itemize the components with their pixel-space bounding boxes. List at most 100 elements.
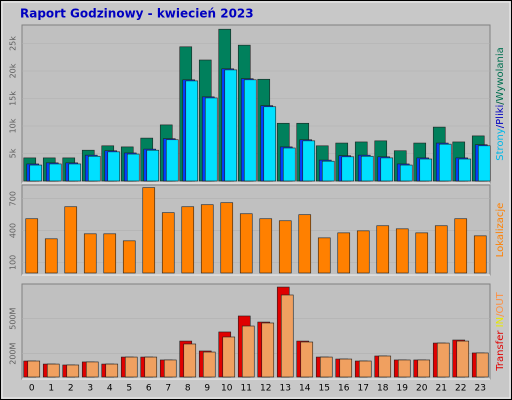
bar <box>27 360 41 378</box>
y-tick-label: 400 <box>9 223 18 238</box>
x-tick-label: 0 <box>29 384 35 394</box>
bar <box>395 228 409 274</box>
x-tick-label: 5 <box>126 384 132 394</box>
bar <box>239 213 253 274</box>
bar <box>144 356 158 378</box>
bar <box>105 363 119 378</box>
bar <box>397 359 411 378</box>
bar <box>319 356 333 378</box>
x-tick-label: 11 <box>241 384 252 394</box>
bar <box>436 342 450 378</box>
bar <box>438 143 452 182</box>
bar <box>68 163 82 182</box>
x-tick-label: 16 <box>338 384 350 394</box>
y-tick-label: 10k <box>9 118 18 133</box>
y-tick-label: 5k <box>9 148 18 158</box>
bar <box>161 212 175 274</box>
bar <box>200 204 214 274</box>
bar <box>103 233 117 274</box>
bar <box>48 163 62 182</box>
axis-legend: Lokalizacje <box>495 203 506 258</box>
bar <box>280 294 294 378</box>
x-tick-label: 22 <box>455 384 466 394</box>
plot-area <box>21 184 491 276</box>
x-tick-label: 6 <box>146 384 152 394</box>
bar <box>126 153 140 182</box>
bar <box>107 151 121 182</box>
legend-entry: Strony <box>495 128 506 161</box>
bar <box>85 361 99 378</box>
axis-legend: Transfer IN/OUT <box>495 291 506 371</box>
bar <box>25 218 39 274</box>
bar <box>183 343 197 378</box>
x-tick-label: 8 <box>185 384 191 394</box>
bar <box>475 352 489 378</box>
bar <box>317 237 331 274</box>
bar <box>321 160 335 182</box>
bar <box>83 233 97 274</box>
bar <box>204 97 218 182</box>
bar <box>473 235 487 274</box>
legend-entry: Wywolania <box>495 47 506 101</box>
x-tick-label: 23 <box>475 384 486 394</box>
legend-entry: / <box>495 101 506 105</box>
bar <box>185 80 199 182</box>
y-tick-label: 100 <box>9 255 18 270</box>
legend-entry: IN <box>495 317 506 327</box>
bar <box>44 238 58 274</box>
bar <box>163 359 177 378</box>
legend-entry: Lokalizacje <box>495 203 506 258</box>
bar <box>300 341 314 378</box>
x-tick-label: 4 <box>107 384 113 394</box>
bar <box>456 340 470 378</box>
bar <box>46 363 60 378</box>
chart-title: Raport Godzinowy - kwiecień 2023 <box>20 7 254 21</box>
bar <box>415 232 429 274</box>
x-tick-label: 19 <box>397 384 409 394</box>
bar <box>378 355 392 378</box>
legend-entry: / <box>495 124 506 128</box>
bar <box>181 206 195 274</box>
x-tick-label: 2 <box>68 384 74 394</box>
bar <box>298 214 312 274</box>
x-tick-label: 1 <box>48 384 54 394</box>
bar <box>66 364 80 378</box>
bar <box>146 149 160 182</box>
x-tick-label: 10 <box>221 384 233 394</box>
plot-area <box>21 283 491 380</box>
x-tick-label: 12 <box>260 384 271 394</box>
bar <box>380 157 394 182</box>
x-tick-label: 15 <box>319 384 330 394</box>
bar <box>243 79 257 182</box>
legend-entry: /OUT <box>495 291 506 317</box>
y-tick-label: 25k <box>9 36 18 51</box>
bar <box>122 240 136 274</box>
x-tick-label: 13 <box>280 384 291 394</box>
bar <box>458 158 472 182</box>
bar <box>220 202 234 274</box>
bar <box>419 158 433 182</box>
bar <box>360 155 374 182</box>
bar <box>376 225 390 274</box>
bar <box>222 336 236 378</box>
bar <box>261 322 275 378</box>
x-tick-label: 14 <box>299 384 311 394</box>
x-tick-label: 18 <box>377 384 389 394</box>
bar <box>241 325 255 378</box>
y-tick-label: 500M <box>9 307 18 329</box>
bar <box>302 140 316 182</box>
bar <box>356 230 370 274</box>
bar <box>165 139 179 182</box>
x-tick-label: 21 <box>436 384 447 394</box>
bar <box>87 155 101 182</box>
bar <box>358 360 372 378</box>
bar <box>64 206 78 274</box>
bar <box>339 358 353 378</box>
y-tick-label: 200M <box>9 342 18 364</box>
x-tick-label: 17 <box>358 384 369 394</box>
bar <box>477 145 491 182</box>
y-tick-label: 15k <box>9 91 18 106</box>
bar <box>434 225 448 274</box>
